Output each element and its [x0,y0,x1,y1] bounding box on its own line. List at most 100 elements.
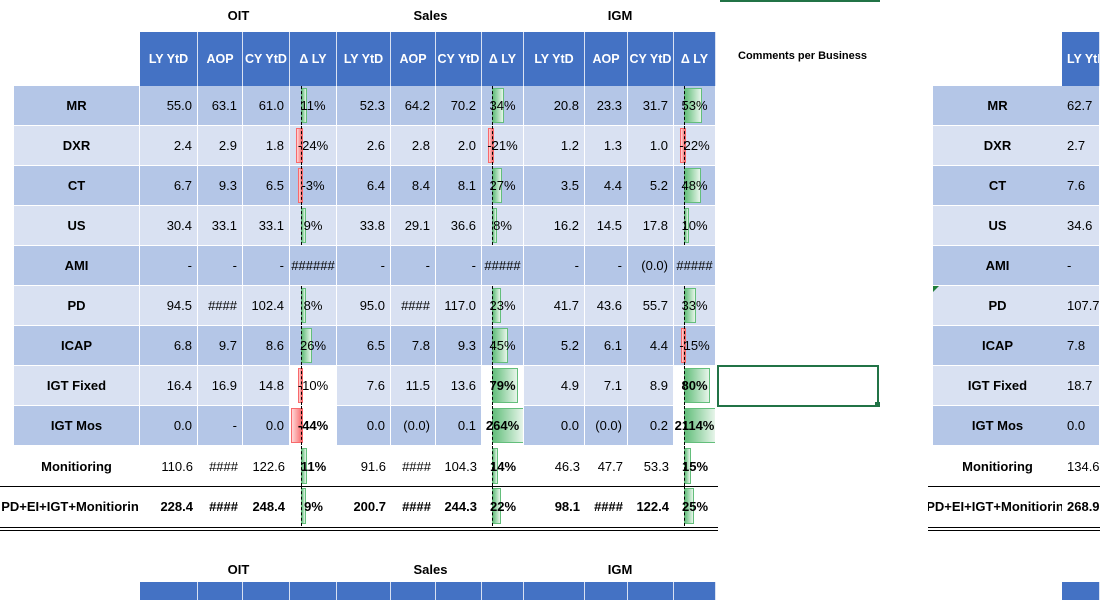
cell-igm-2-10[interactable]: 122.4 [636,498,669,514]
cell-igm-2-0[interactable]: 31.7 [628,86,674,126]
cell-oit-1-0[interactable]: 63.1 [198,86,243,126]
cell-oit-2-3[interactable]: 33.1 [243,206,290,246]
cell-oit-0-1[interactable]: 2.4 [140,126,198,166]
delta-cell-sales-2[interactable]: 27% [482,166,524,206]
bottom-header-cell-7[interactable] [482,582,524,600]
row-label-10[interactable]: PD+EI+IGT+Monitiorin [0,486,140,526]
cell-sales-2-1[interactable]: 2.0 [436,126,482,166]
cell-oit-0-3[interactable]: 30.4 [140,206,198,246]
cell-igm-0-0[interactable]: 20.8 [524,86,585,126]
cell-oit-2-9[interactable]: 122.6 [252,458,285,474]
cell-sales-1-5[interactable]: #### [391,286,436,326]
cell-sales-2-2[interactable]: 8.1 [436,166,482,206]
cell-igm-0-8[interactable]: 0.0 [524,406,585,446]
delta-cell-sales-1[interactable]: -21% [482,126,524,166]
delta-cell-oit-2[interactable]: -3% [290,166,337,206]
cell-igm-2-8[interactable]: 0.2 [628,406,674,446]
right-cell-0[interactable]: 62.7 [1062,86,1100,126]
bottom-header-cell-6[interactable] [436,582,482,600]
cell-sales-0-2[interactable]: 6.4 [337,166,391,206]
row-label-1[interactable]: DXR [14,126,139,166]
delta-cell-oit-1[interactable]: -24% [290,126,337,166]
cell-igm-0-2[interactable]: 3.5 [524,166,585,206]
cell-oit-0-0[interactable]: 55.0 [140,86,198,126]
cell-sales-0-9[interactable]: 91.6 [360,458,386,474]
cell-sales-2-3[interactable]: 36.6 [436,206,482,246]
delta-cell-sales-0[interactable]: 34% [482,86,524,126]
cell-igm-1-0[interactable]: 23.3 [585,86,628,126]
cell-sales-1-8[interactable]: (0.0) [391,406,436,446]
right-row-label-0[interactable]: MR [933,86,1062,126]
cell-igm-0-5[interactable]: 41.7 [524,286,585,326]
cell-sales-0-4[interactable]: - [337,246,391,286]
delta-cell-oit-4[interactable]: ###### [290,246,337,286]
cell-oit-2-10[interactable]: 248.4 [252,498,285,514]
cell-oit-1-5[interactable]: #### [198,286,243,326]
cell-igm-1-7[interactable]: 7.1 [585,366,628,406]
right-row-label-9[interactable]: Monitioring [933,446,1062,486]
right-cell-7[interactable]: 18.7 [1062,366,1100,406]
right-cell-3[interactable]: 34.6 [1062,206,1100,246]
cell-igm-1-8[interactable]: (0.0) [585,406,628,446]
cell-oit-1-7[interactable]: 16.9 [198,366,243,406]
fill-handle[interactable] [875,402,880,407]
cell-sales-1-9[interactable]: #### [402,458,431,474]
cell-sales-2-10[interactable]: 244.3 [444,498,477,514]
delta-cell-sales-9[interactable]: 14% [482,446,524,486]
delta-cell-oit-6[interactable]: 26% [290,326,337,366]
cell-igm-1-9[interactable]: 47.7 [597,458,623,474]
delta-cell-igm-4[interactable]: ##### [674,246,716,286]
delta-cell-igm-8[interactable]: 2114% [674,406,716,446]
cell-oit-0-2[interactable]: 6.7 [140,166,198,206]
row-label-0[interactable]: MR [14,86,139,126]
cell-sales-2-6[interactable]: 9.3 [436,326,482,366]
cell-oit-1-2[interactable]: 9.3 [198,166,243,206]
cell-igm-0-9[interactable]: 46.3 [554,458,580,474]
bottom-header-cell-10[interactable] [628,582,674,600]
cell-oit-1-10[interactable]: #### [209,498,238,514]
row-label-5[interactable]: PD [14,286,139,326]
cell-igm-2-4[interactable]: (0.0) [628,246,674,286]
row-label-3[interactable]: US [14,206,139,246]
right-cell-6[interactable]: 7.8 [1062,326,1100,366]
right-row-label-3[interactable]: US [933,206,1062,246]
cell-igm-0-4[interactable]: - [524,246,585,286]
cell-sales-0-1[interactable]: 2.6 [337,126,391,166]
cell-sales-2-4[interactable]: - [436,246,482,286]
column-header-sales-2[interactable]: CY YtD [436,32,482,86]
cell-igm-0-3[interactable]: 16.2 [524,206,585,246]
cell-oit-0-4[interactable]: - [140,246,198,286]
cell-igm-0-6[interactable]: 5.2 [524,326,585,366]
right-cell-10[interactable]: 268.9 [1067,498,1100,514]
right-row-label-2[interactable]: CT [933,166,1062,206]
bottom-header-cell-11[interactable] [674,582,716,600]
cell-sales-1-3[interactable]: 29.1 [391,206,436,246]
delta-cell-oit-10[interactable]: 9% [290,486,337,526]
delta-cell-igm-9[interactable]: 15% [674,446,716,486]
cell-igm-2-5[interactable]: 55.7 [628,286,674,326]
cell-oit-1-9[interactable]: #### [209,458,238,474]
column-header-igm-1[interactable]: AOP [585,32,628,86]
delta-cell-sales-8[interactable]: 264% [482,406,524,446]
delta-cell-sales-3[interactable]: 8% [482,206,524,246]
cell-igm-0-7[interactable]: 4.9 [524,366,585,406]
delta-cell-oit-3[interactable]: 9% [290,206,337,246]
cell-sales-0-10[interactable]: 200.7 [353,498,386,514]
selected-cell[interactable] [717,365,879,407]
bottom-header-cell-4[interactable] [337,582,391,600]
cell-igm-0-10[interactable]: 98.1 [554,498,580,514]
cell-sales-1-4[interactable]: - [391,246,436,286]
cell-oit-1-8[interactable]: - [198,406,243,446]
cell-sales-1-1[interactable]: 2.8 [391,126,436,166]
cell-igm-2-7[interactable]: 8.9 [628,366,674,406]
column-header-oit-0[interactable]: LY YtD [140,32,198,86]
cell-igm-2-1[interactable]: 1.0 [628,126,674,166]
right-row-label-5[interactable]: PD [933,286,1062,326]
delta-cell-igm-3[interactable]: 10% [674,206,716,246]
cell-oit-0-8[interactable]: 0.0 [140,406,198,446]
right-cell-9[interactable]: 134.6 [1067,458,1100,474]
cell-sales-1-0[interactable]: 64.2 [391,86,436,126]
cell-sales-1-10[interactable]: #### [402,498,431,514]
cell-oit-0-6[interactable]: 6.8 [140,326,198,366]
right-row-label-8[interactable]: IGT Mos [933,406,1062,446]
